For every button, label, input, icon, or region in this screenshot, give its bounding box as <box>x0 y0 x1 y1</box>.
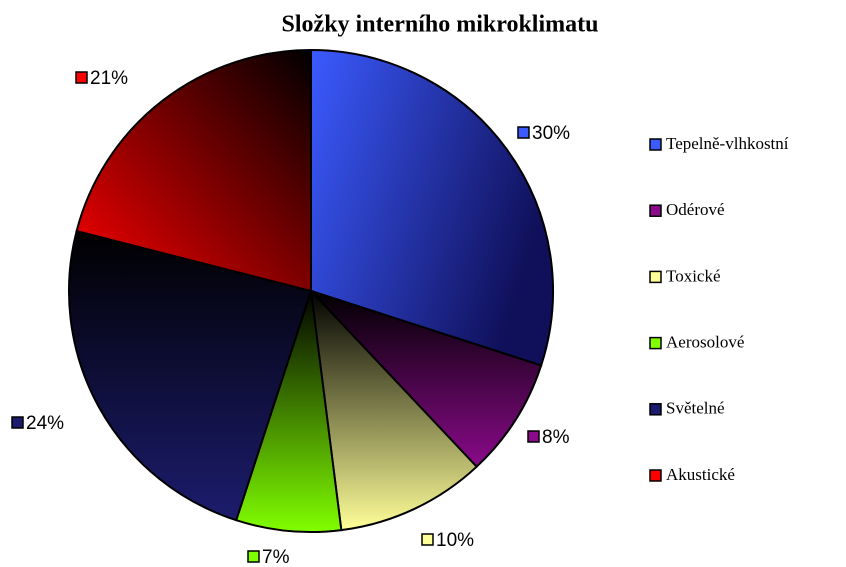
legend-key <box>649 469 662 482</box>
label-key <box>75 71 88 84</box>
label-key <box>11 416 24 429</box>
legend-key <box>649 336 662 350</box>
data-label: 8% <box>542 427 570 448</box>
pie-slice <box>310 290 543 469</box>
data-label: 10% <box>436 530 474 551</box>
pie-slice <box>68 229 313 522</box>
legend-label: Akustické <box>666 465 735 484</box>
pie-slice <box>234 290 343 533</box>
legend-label: Odérové <box>666 200 725 219</box>
pie-slice <box>310 48 554 367</box>
legend-label: Světelné <box>666 399 725 418</box>
label-key <box>517 126 530 139</box>
legend-label: Aerosolové <box>666 333 744 352</box>
label-key <box>247 550 260 563</box>
legend-key <box>649 403 662 416</box>
legend-key <box>649 204 662 217</box>
data-label: 21% <box>90 68 128 89</box>
data-label: 24% <box>26 413 64 434</box>
legend-label: Tepelně-vlhkostní <box>666 134 789 153</box>
label-key <box>421 533 434 546</box>
legend-key <box>649 138 662 151</box>
label-key <box>527 430 540 443</box>
legend-key <box>649 270 662 284</box>
pie-slice <box>75 48 312 293</box>
chart-title: Složky interního mikroklimatu <box>282 12 599 38</box>
pie-slice <box>309 288 479 532</box>
legend-label: Toxické <box>666 266 721 285</box>
data-label: 30% <box>532 123 570 144</box>
data-label: 7% <box>262 547 290 567</box>
